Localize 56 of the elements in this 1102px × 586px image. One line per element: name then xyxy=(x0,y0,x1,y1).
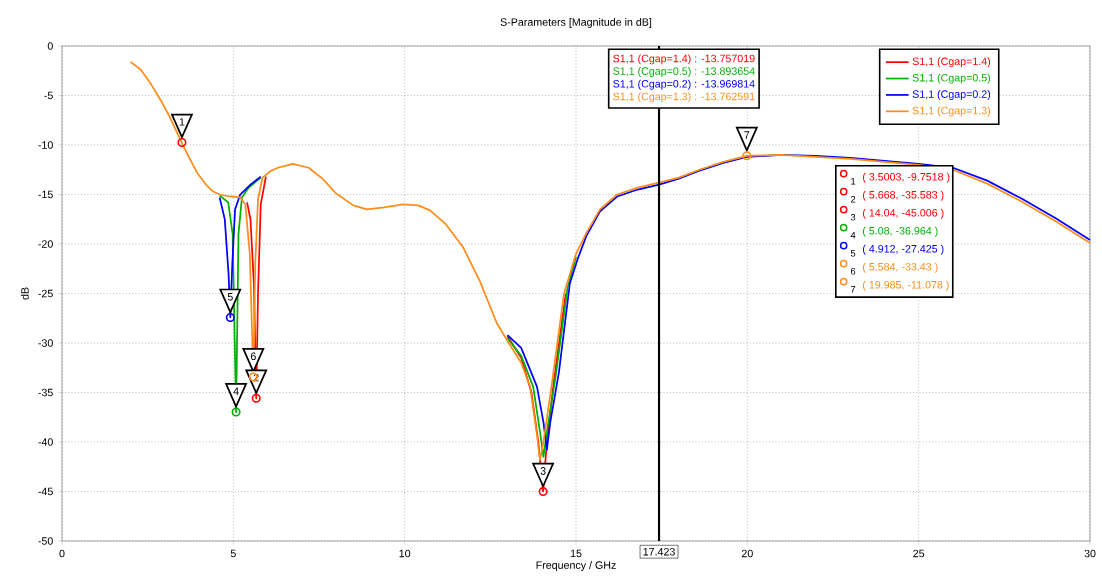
text: 1 xyxy=(851,178,856,185)
x-tick-label: 25 xyxy=(913,549,925,558)
y-tick-label: -35 xyxy=(38,388,53,397)
point xyxy=(177,138,187,148)
text: 6 xyxy=(850,267,856,275)
annotation: S1,1 (Cgap=0.5) : -13.893654 xyxy=(613,67,755,78)
annotation: ( 5.668, -35.583 ) xyxy=(863,190,944,201)
y-tick-label: -30 xyxy=(38,339,53,347)
annotation: ( 5.584, -33.43 ) xyxy=(863,262,938,273)
y-tick-label: 0 xyxy=(47,42,53,50)
annotation: ( 4.912, -27.425 ) xyxy=(863,244,944,255)
annotation: ( 3.5003, -9.7518 ) xyxy=(863,172,950,183)
point xyxy=(251,393,261,403)
annotation: 1 xyxy=(179,118,185,126)
annotation: 3 xyxy=(540,467,546,475)
text: 2 xyxy=(850,195,856,203)
text: 3 xyxy=(850,213,856,221)
point xyxy=(538,487,548,497)
x-tick-label: 0 xyxy=(59,549,65,558)
legend-label: S1,1 (Cgap=0.2) xyxy=(912,90,991,101)
point xyxy=(231,407,241,417)
annotation: S1,1 (Cgap=1.4) : -13.757019 xyxy=(613,54,755,65)
y-tick-label: -10 xyxy=(38,141,53,149)
x-axis-title: Frequency / GHz xyxy=(536,561,616,572)
chart-title: S-Parameters [Magnitude in dB] xyxy=(500,18,652,28)
annotation: ( 19.985, -11.078 ) xyxy=(863,280,949,291)
annotation: 7 xyxy=(744,131,750,139)
y-tick-label: -5 xyxy=(44,91,53,100)
x-tick-label: 10 xyxy=(399,549,411,558)
y-axis-title: dB xyxy=(20,287,29,300)
text: 5 xyxy=(850,250,856,257)
annotation: ( 5.08, -36.964 ) xyxy=(863,226,938,237)
y-tick-label: -50 xyxy=(38,537,53,545)
annotation: ( 14.04, -45.006 ) xyxy=(863,208,944,219)
annotation: 4 xyxy=(233,387,239,395)
y-tick-label: -25 xyxy=(38,289,53,298)
annotation: S1,1 (Cgap=0.2) : -13.969814 xyxy=(613,79,755,90)
y-tick-label: -40 xyxy=(38,438,53,446)
x-tick-label: 30 xyxy=(1084,549,1096,558)
annotation: 6 xyxy=(250,352,256,361)
ref-line-label: 17.423 xyxy=(643,547,675,556)
point xyxy=(742,151,752,161)
y-tick-label: -15 xyxy=(38,190,53,199)
annotation: S1,1 (Cgap=1.3) : -13.762591 xyxy=(613,92,755,103)
y-tick-label: -20 xyxy=(38,240,53,248)
legend-label: S1,1 (Cgap=0.5) xyxy=(912,73,991,84)
text: 4 xyxy=(850,232,856,239)
text: 7 xyxy=(850,286,856,293)
x-tick-label: 20 xyxy=(741,549,753,558)
legend-label: S1,1 (Cgap=1.3) xyxy=(912,106,991,117)
x-tick-label: 5 xyxy=(230,549,236,558)
legend-label: S1,1 (Cgap=1.4) xyxy=(912,57,991,68)
x-tick-label: 15 xyxy=(570,549,582,558)
y-tick-label: -45 xyxy=(38,487,53,496)
annotation: 5 xyxy=(227,293,233,301)
point xyxy=(225,312,235,323)
